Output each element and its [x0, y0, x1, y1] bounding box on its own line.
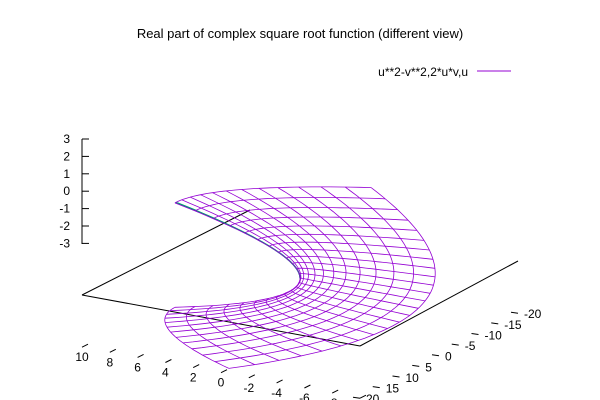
x-tick-label: 10 — [75, 350, 89, 364]
back-x-axis — [81, 209, 251, 296]
mesh-line-v — [164, 194, 309, 319]
mesh-line-u — [257, 233, 425, 241]
mesh-line-u — [212, 207, 398, 219]
mesh-line-u — [239, 302, 323, 352]
x-tick-mark — [276, 379, 283, 384]
z-tick-label: 1 — [63, 167, 70, 181]
x-tick-mark — [304, 384, 311, 389]
legend-label: u**2-v**2,2*u*v,u — [378, 65, 468, 79]
x-axis — [81, 294, 361, 347]
legend: u**2-v**2,2*u*v,u — [378, 65, 511, 79]
mesh-line-u — [292, 262, 436, 278]
y-axis — [359, 260, 519, 347]
mesh-line-u — [299, 272, 431, 294]
y-tick-mark — [352, 396, 361, 399]
mesh-line-u — [276, 295, 374, 336]
mesh-line-u — [185, 306, 255, 365]
y-tick-label: -5 — [465, 339, 476, 353]
y-tick-mark — [392, 375, 400, 378]
x-tick-mark — [137, 353, 144, 358]
mesh-line-u — [164, 306, 230, 369]
x-tick-mark — [109, 348, 117, 353]
x-tick-mark — [220, 369, 228, 374]
mesh-line-u — [278, 249, 434, 260]
y-tick-label: 15 — [386, 382, 400, 396]
y-tick-label: -20 — [524, 307, 542, 321]
y-tick-mark — [510, 311, 519, 314]
mesh-line-u — [300, 277, 426, 302]
x-tick-mark — [248, 374, 256, 379]
mesh-line-v — [174, 202, 301, 308]
y-tick-label: -15 — [504, 318, 522, 332]
y-tick-label: 0 — [445, 350, 452, 364]
x-tick-label: 4 — [162, 366, 169, 380]
y-tick-label: 10 — [406, 371, 420, 385]
x-tick-mark — [81, 343, 89, 348]
y-tick-mark — [491, 322, 499, 325]
mesh-line-u — [244, 225, 417, 234]
y-tick-mark — [471, 332, 479, 335]
hidden-mesh-line — [175, 202, 301, 279]
x-tick-label: 0 — [218, 376, 225, 390]
x-tick-label: 8 — [106, 355, 113, 369]
mesh-line-u — [265, 298, 359, 341]
y-tick-mark — [412, 364, 420, 367]
hidden-mesh-line — [177, 202, 301, 280]
z-ticks: 3 2 1 0 -1 -2 -3 — [59, 132, 89, 250]
x-tick-mark — [165, 359, 172, 363]
z-tick-label: 0 — [63, 184, 70, 198]
x-tick-label: -4 — [271, 386, 282, 400]
x-tick-mark — [331, 389, 339, 394]
mesh-line-u — [229, 216, 409, 227]
z-tick-label: -1 — [59, 202, 70, 216]
z-tick-label: 3 — [63, 132, 70, 146]
chart-title: Real part of complex square root functio… — [137, 26, 463, 41]
y-tick-label: 20 — [366, 392, 380, 400]
x-tick-label: 6 — [134, 360, 141, 374]
mesh-line-u — [253, 300, 342, 347]
y-tick-mark — [451, 343, 459, 346]
z-tick-label: 2 — [63, 149, 70, 163]
y-ticks: -20-15-10 -5 05 10 15 20 — [352, 307, 542, 400]
y-tick-label: 5 — [425, 360, 432, 374]
mesh-line-u — [223, 303, 302, 357]
mesh-line-u — [298, 282, 419, 309]
x-tick-mark — [359, 394, 367, 399]
mesh-line-u — [295, 285, 410, 316]
x-tick-label: -8 — [327, 396, 338, 400]
z-tick-label: -2 — [59, 219, 70, 233]
x-tick-label: -6 — [299, 391, 310, 400]
surface-hidden-mesh — [175, 202, 301, 280]
x-tick-label: -2 — [243, 381, 254, 395]
x-tick-label: 2 — [190, 371, 197, 385]
z-tick-label: -3 — [59, 236, 70, 250]
y-tick-mark — [372, 386, 380, 389]
surface-mesh — [164, 186, 436, 369]
y-tick-label: -10 — [485, 328, 503, 342]
mesh-line-u — [291, 289, 400, 323]
mesh-line-u — [174, 186, 372, 204]
mesh-line-v — [191, 186, 377, 350]
mesh-line-u — [205, 305, 280, 361]
y-tick-mark — [431, 354, 440, 357]
mesh-line-u — [194, 197, 386, 212]
mesh-line-u — [268, 241, 430, 251]
mesh-line-u — [296, 267, 434, 286]
hidden-mesh-line — [176, 202, 301, 279]
mesh-line-u — [285, 255, 435, 269]
x-tick-mark — [192, 364, 200, 369]
mesh-line-u — [284, 292, 388, 329]
mesh-line-v — [169, 199, 302, 311]
